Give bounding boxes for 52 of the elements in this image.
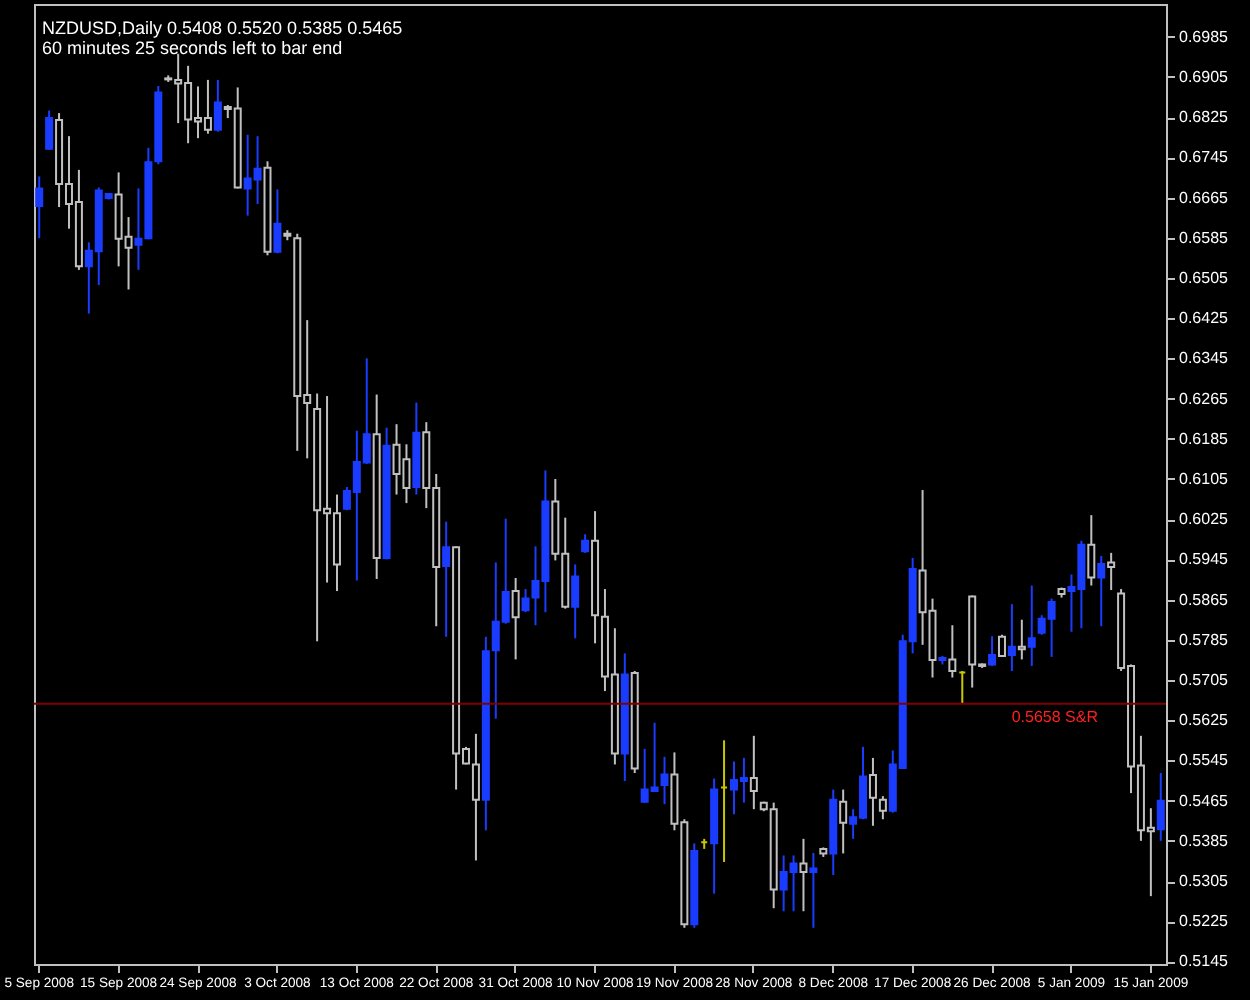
y-tick-label: 0.5225: [1179, 912, 1230, 931]
y-tick-label: 0.6425: [1179, 309, 1230, 328]
y-tick-label: 0.6025: [1179, 510, 1230, 529]
ref-line-label: 0.5658 S&R: [1011, 707, 1099, 726]
y-tick-label: 0.6345: [1179, 349, 1230, 368]
candlestick: [35, 175, 44, 240]
candlestick: [581, 533, 590, 554]
y-tick-label: 0.6665: [1179, 188, 1230, 207]
candlestick: [1097, 554, 1106, 628]
y-tick-label: 0.5545: [1179, 751, 1230, 770]
candlestick: [511, 576, 520, 661]
candlestick: [442, 520, 451, 638]
candlestick: [839, 788, 848, 855]
y-tick-label: 0.6905: [1179, 67, 1230, 86]
y-tick-label: 0.5305: [1179, 872, 1230, 891]
candlestick: [1027, 584, 1036, 667]
y-tick-label: 0.6825: [1179, 108, 1230, 127]
y-tick-label: 0.6505: [1179, 268, 1230, 287]
y-tick-label: 0.6585: [1179, 228, 1230, 247]
candlestick: [213, 78, 222, 133]
candlestick: [988, 635, 997, 667]
y-tick-label: 0.6105: [1179, 469, 1230, 488]
y-tick-label: 0.5705: [1179, 671, 1230, 690]
candlestick: [45, 109, 54, 151]
candlestick: [1107, 551, 1116, 592]
y-tick-label: 0.5385: [1179, 831, 1230, 850]
candlestick: [1007, 603, 1016, 672]
y-tick-label: 0.6185: [1179, 429, 1230, 448]
candlestick: [273, 188, 282, 255]
candlestick: [1017, 618, 1026, 661]
candlestick: [1087, 514, 1096, 587]
y-tick-label: 0.6265: [1179, 389, 1230, 408]
candlestick: [878, 795, 887, 821]
y-tick-label: 0.5945: [1179, 550, 1230, 569]
y-tick-label: 0.6985: [1179, 27, 1230, 46]
candlestick: [660, 755, 669, 806]
y-tick-label: 0.5785: [1179, 630, 1230, 649]
candlestick: [749, 734, 758, 811]
y-tick-label: 0.5145: [1179, 952, 1230, 971]
candlestick: [809, 851, 818, 929]
text: 60 minutes 25 seconds left to bar end: [42, 38, 343, 58]
candlestick: [799, 837, 808, 913]
text: NZDUSD,Daily 0.5408 0.5520 0.5385 0.5465: [42, 18, 403, 38]
y-tick-label: 0.5865: [1179, 590, 1230, 609]
candlestick: [997, 633, 1006, 658]
candlestick: [1156, 772, 1165, 842]
y-tick-label: 0.6745: [1179, 148, 1230, 167]
candlestick: [948, 624, 957, 679]
candlestick: [571, 563, 580, 640]
y-tick-label: 0.5625: [1179, 711, 1230, 730]
candlestick: [868, 756, 877, 827]
y-tick-label: 0.5465: [1179, 791, 1230, 810]
